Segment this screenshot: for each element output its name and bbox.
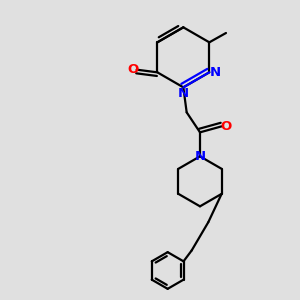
Text: N: N bbox=[178, 87, 189, 100]
Text: O: O bbox=[220, 120, 232, 133]
Text: N: N bbox=[210, 66, 221, 79]
Text: N: N bbox=[194, 150, 206, 163]
Text: O: O bbox=[127, 63, 138, 76]
